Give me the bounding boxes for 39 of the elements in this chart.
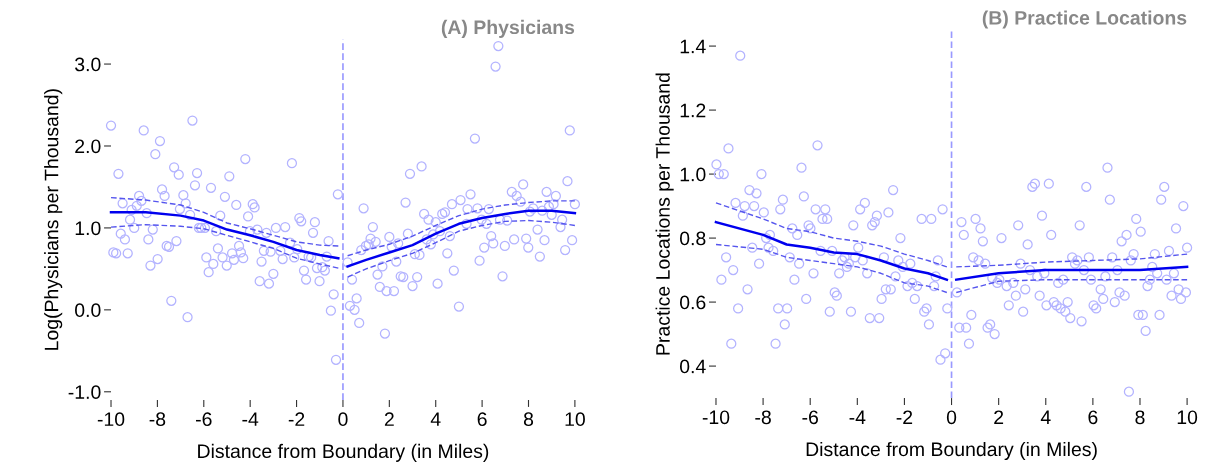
y-tick-label: 0.0 <box>75 303 101 318</box>
x-tick-label: 10 <box>565 412 585 427</box>
x-tick-label: -6 <box>196 412 212 427</box>
x-tick-label: 2 <box>994 410 1004 424</box>
chart-title: (B) Practice Locations <box>982 10 1187 29</box>
y-tick-label: 3.0 <box>75 57 101 72</box>
y-tick-label: 0.4 <box>679 359 706 374</box>
x-tick-label: 6 <box>477 412 487 427</box>
y-tick-label: 1.4 <box>680 39 706 54</box>
x-tick-label: 0 <box>946 410 957 425</box>
chart-title: (A) Physicians <box>441 19 575 38</box>
y-tick-label: 1.0 <box>75 221 101 236</box>
x-tick-label: 6 <box>1088 410 1098 425</box>
x-tick-label: 8 <box>523 412 534 427</box>
x-tick-label: -6 <box>802 410 818 425</box>
y-axis-title: Practice Locations per Thousand <box>655 73 674 355</box>
x-axis-title: Distance from Boundary (in Miles) <box>198 443 489 462</box>
y-tick-label: 0.6 <box>679 295 706 310</box>
x-tick-label: -10 <box>97 412 125 427</box>
x-tick-label: -10 <box>702 410 730 425</box>
y-tick-label: 1.2 <box>680 103 706 118</box>
y-axis-title: Log(Physicians per Thousand) <box>44 89 63 350</box>
x-tick-label: 8 <box>1135 410 1145 425</box>
y-tick-label: -1.0 <box>68 385 101 400</box>
x-tick-label: -4 <box>242 412 259 426</box>
x-tick-label: -8 <box>755 410 771 425</box>
x-tick-label: -2 <box>288 412 305 426</box>
x-tick-label: -4 <box>849 410 866 424</box>
x-tick-label: -2 <box>896 410 913 424</box>
x-tick-label: 0 <box>338 412 348 427</box>
x-tick-label: -8 <box>149 412 166 427</box>
y-tick-label: 0.8 <box>679 231 706 246</box>
x-tick-label: 10 <box>1177 410 1198 425</box>
x-tick-label: 4 <box>1040 410 1051 424</box>
y-tick-label: 2.0 <box>75 139 101 154</box>
x-axis-title: Distance from Boundary (in Miles) <box>806 441 1097 461</box>
y-tick-label: 1.0 <box>680 167 706 182</box>
x-tick-label: 2 <box>384 412 394 426</box>
x-tick-label: 4 <box>430 412 441 426</box>
